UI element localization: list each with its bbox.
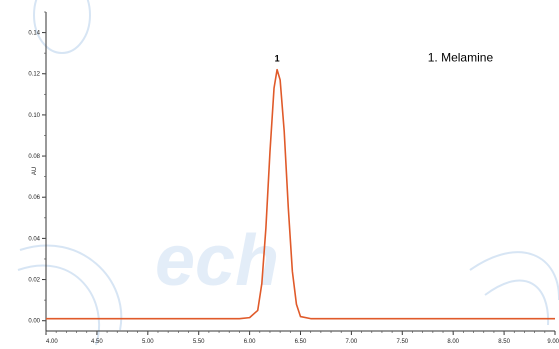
- y-tick-label: 0.10: [28, 113, 40, 119]
- x-tick-label: 8.50: [498, 339, 510, 345]
- series-line: [46, 68, 555, 320]
- series-layer: [46, 68, 555, 320]
- x-tick-label: 7.00: [346, 339, 358, 345]
- x-tick-label: 6.50: [295, 339, 307, 345]
- x-tick-label: 7.50: [396, 339, 408, 345]
- x-tick-label: 4.50: [91, 339, 103, 345]
- watermark-logo-left: [17, 244, 123, 346]
- x-tick-label: 9.00: [547, 339, 559, 345]
- x-tick-label: 5.50: [193, 339, 205, 345]
- y-axis-label: AU: [32, 167, 38, 175]
- y-tick-label: 0.02: [28, 278, 40, 284]
- y-tick-label: 0.08: [28, 154, 40, 160]
- y-tick-label: 0.14: [28, 31, 40, 37]
- annotation-text: 1. Melamine: [428, 50, 494, 64]
- labels: AU 1 1. Melamine: [32, 50, 493, 175]
- watermark-logo-right: [469, 251, 559, 326]
- x-tick-label: 4.00: [46, 339, 58, 345]
- ticks: 0.00 0.02 0.04 0.06 0.08 0.10 0.12 0.14 4.00 4.50…: [28, 11, 559, 345]
- watermark-logo-top: [33, 0, 91, 54]
- x-tick-label: 6.00: [244, 339, 256, 345]
- watermark: ech: [17, 0, 559, 346]
- watermark-text: ech: [155, 221, 279, 301]
- y-tick-label: 0.00: [28, 319, 40, 325]
- y-tick-label: 0.12: [28, 72, 40, 78]
- x-tick-label: 5.00: [142, 339, 154, 345]
- y-tick-label: 0.06: [28, 195, 40, 201]
- peak-label: 1: [275, 54, 280, 64]
- x-tick-label: 8.00: [447, 339, 459, 345]
- y-tick-label: 0.04: [28, 236, 40, 242]
